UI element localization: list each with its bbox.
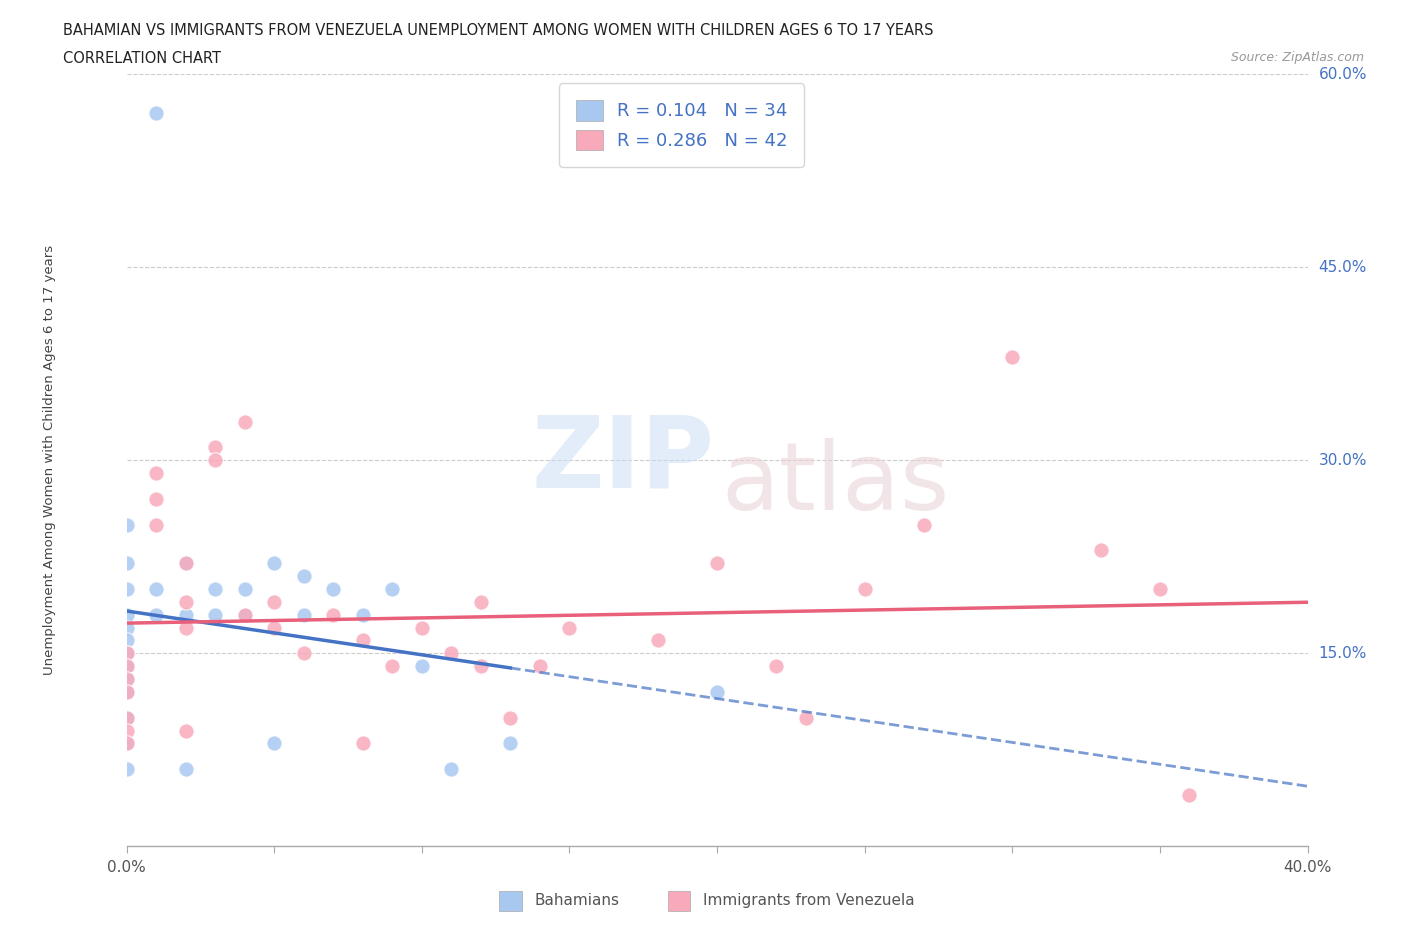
Point <box>411 658 433 673</box>
Point <box>115 633 138 648</box>
Point <box>1001 350 1024 365</box>
Text: 60.0%: 60.0% <box>1319 67 1367 82</box>
Point <box>115 658 138 673</box>
Point <box>381 658 404 673</box>
Point <box>174 556 197 571</box>
Point <box>411 620 433 635</box>
Point <box>499 711 522 725</box>
Point <box>765 658 787 673</box>
Point <box>440 646 463 661</box>
Point <box>115 711 138 725</box>
Text: ZIP: ZIP <box>531 412 714 509</box>
Text: Bahamians: Bahamians <box>534 893 619 908</box>
Point <box>352 736 374 751</box>
Point <box>115 607 138 622</box>
Point <box>204 440 226 455</box>
Point <box>115 671 138 686</box>
Text: atlas: atlas <box>721 437 949 529</box>
Point <box>145 492 167 507</box>
Text: BAHAMIAN VS IMMIGRANTS FROM VENEZUELA UNEMPLOYMENT AMONG WOMEN WITH CHILDREN AGE: BAHAMIAN VS IMMIGRANTS FROM VENEZUELA UN… <box>63 23 934 38</box>
Point <box>352 607 374 622</box>
Point <box>145 607 167 622</box>
Text: Unemployment Among Women with Children Ages 6 to 17 years: Unemployment Among Women with Children A… <box>44 246 56 675</box>
Text: Immigrants from Venezuela: Immigrants from Venezuela <box>703 893 915 908</box>
Text: Source: ZipAtlas.com: Source: ZipAtlas.com <box>1230 51 1364 64</box>
Point <box>1178 788 1201 803</box>
Point <box>381 581 404 596</box>
Legend: R = 0.104   N = 34, R = 0.286   N = 42: R = 0.104 N = 34, R = 0.286 N = 42 <box>560 84 804 166</box>
Point <box>115 581 138 596</box>
Point <box>115 658 138 673</box>
Point <box>174 762 197 777</box>
Text: 15.0%: 15.0% <box>1319 645 1367 661</box>
Point <box>174 724 197 738</box>
Text: CORRELATION CHART: CORRELATION CHART <box>63 51 221 66</box>
Point <box>204 453 226 468</box>
Point <box>233 581 256 596</box>
Point <box>322 607 344 622</box>
Point <box>115 646 138 661</box>
Point <box>263 556 285 571</box>
Point <box>292 646 315 661</box>
Point <box>115 724 138 738</box>
Point <box>499 736 522 751</box>
Point <box>174 620 197 635</box>
Point <box>794 711 817 725</box>
Text: 45.0%: 45.0% <box>1319 259 1367 275</box>
Point <box>706 684 728 699</box>
Point <box>204 607 226 622</box>
Point <box>174 594 197 609</box>
Point <box>440 762 463 777</box>
Point <box>115 556 138 571</box>
Point <box>1149 581 1171 596</box>
Point <box>292 569 315 584</box>
Point <box>1090 543 1112 558</box>
Point <box>115 517 138 532</box>
Point <box>204 581 226 596</box>
Point <box>145 106 167 121</box>
Point <box>647 633 669 648</box>
Point <box>470 658 492 673</box>
Point <box>263 620 285 635</box>
Point <box>352 633 374 648</box>
Point <box>558 620 581 635</box>
Point <box>322 581 344 596</box>
Point <box>145 517 167 532</box>
Point <box>233 607 256 622</box>
Point <box>115 762 138 777</box>
Point <box>145 581 167 596</box>
Point <box>263 594 285 609</box>
Point <box>115 736 138 751</box>
Point <box>174 556 197 571</box>
Point <box>912 517 935 532</box>
Text: 30.0%: 30.0% <box>1319 453 1367 468</box>
Point <box>115 736 138 751</box>
Point <box>233 607 256 622</box>
Point <box>529 658 551 673</box>
Point <box>853 581 876 596</box>
Point <box>233 415 256 430</box>
Point <box>145 466 167 481</box>
Point <box>115 671 138 686</box>
Point <box>470 594 492 609</box>
Point <box>706 556 728 571</box>
Point <box>115 684 138 699</box>
Point <box>115 684 138 699</box>
Point <box>263 736 285 751</box>
Point <box>292 607 315 622</box>
Point <box>174 607 197 622</box>
Point <box>115 620 138 635</box>
Point <box>115 646 138 661</box>
Point <box>115 711 138 725</box>
